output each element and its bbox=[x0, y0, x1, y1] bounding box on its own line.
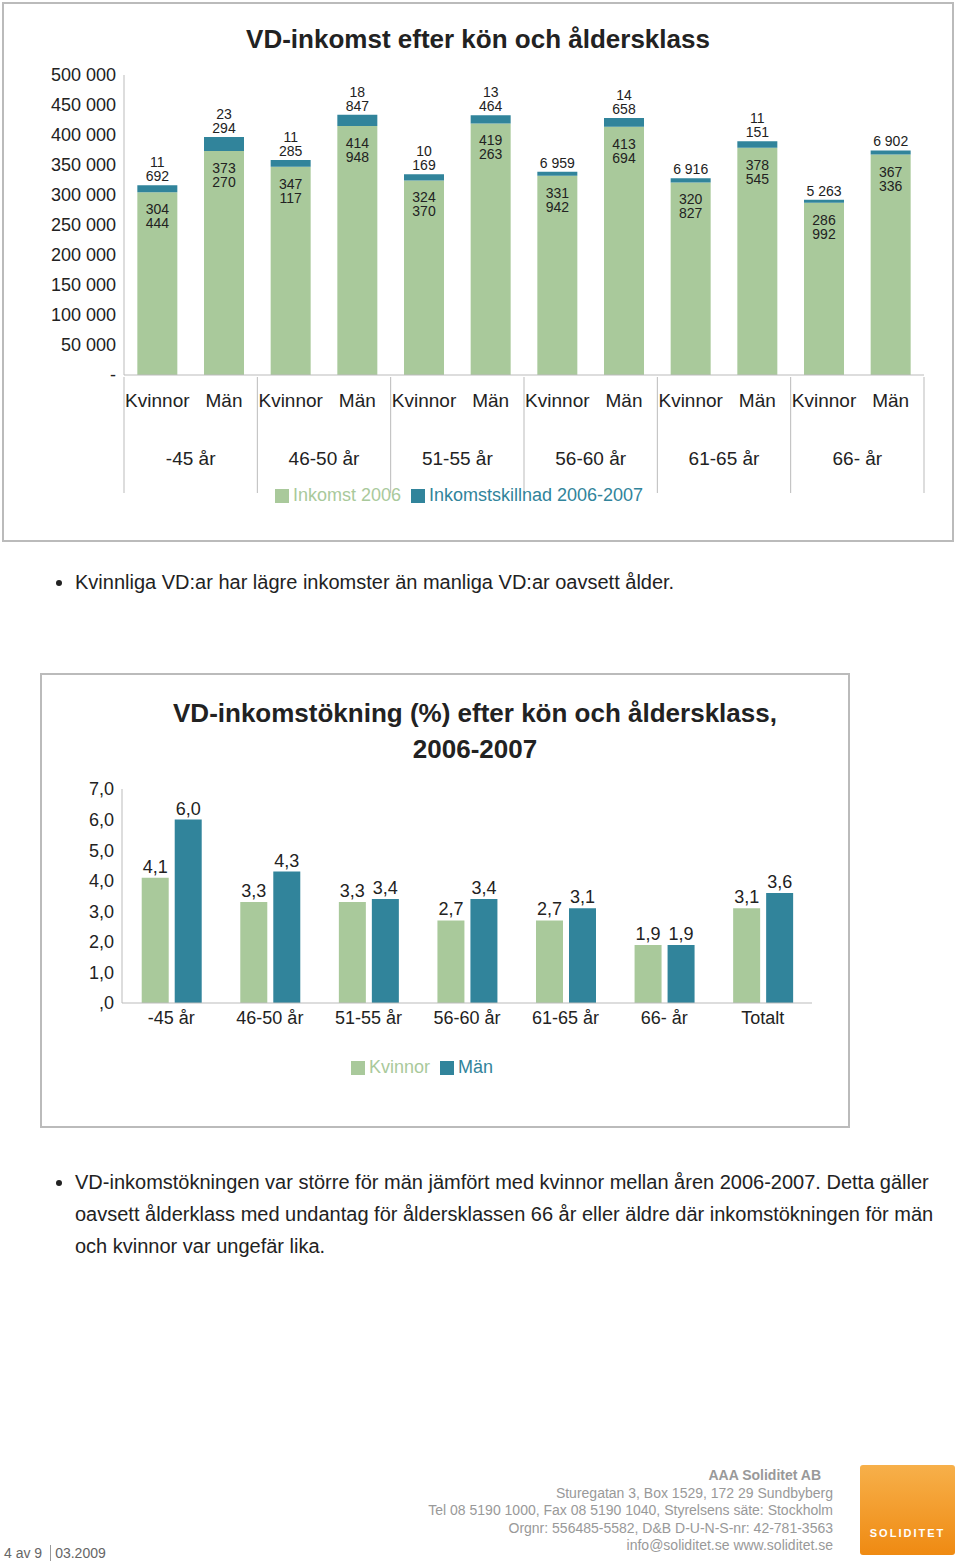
html-text:Inkomst 2006: Inkomst 2006 bbox=[292, 485, 401, 505]
svg-text:Män: Män bbox=[606, 390, 643, 411]
svg-text:Kvinnor: Kvinnor bbox=[258, 390, 323, 411]
svg-text:331942: 331942 bbox=[546, 185, 570, 215]
svg-text:3,6: 3,6 bbox=[767, 872, 792, 892]
svg-text:6 902: 6 902 bbox=[873, 133, 908, 149]
svg-text:413694: 413694 bbox=[612, 136, 636, 166]
svg-text:6 916: 6 916 bbox=[673, 161, 708, 177]
svg-text:Kvinnor: Kvinnor bbox=[392, 390, 457, 411]
html-text:Män: Män bbox=[458, 1057, 493, 1077]
svg-text:100 000: 100 000 bbox=[51, 305, 116, 325]
svg-text:3,4: 3,4 bbox=[471, 878, 496, 898]
svg-text:Kvinnor: Kvinnor bbox=[658, 390, 723, 411]
svg-text:56-60 år: 56-60 år bbox=[555, 448, 626, 469]
svg-text:1,9: 1,9 bbox=[669, 924, 694, 944]
svg-text:300 000: 300 000 bbox=[51, 185, 116, 205]
svg-text:414948: 414948 bbox=[346, 135, 370, 165]
svg-text:6 959: 6 959 bbox=[540, 155, 575, 171]
svg-text:Kvinnor: Kvinnor bbox=[125, 390, 190, 411]
html-text:Tel 08 5190 1000, Fax 08 5190: Tel 08 5190 1000, Fax 08 5190 1040, Styr… bbox=[428, 1502, 833, 1518]
html-text:SOLIDITET: SOLIDITET bbox=[869, 1527, 946, 1539]
svg-text:367336: 367336 bbox=[879, 164, 903, 194]
svg-text:500 000: 500 000 bbox=[51, 65, 116, 85]
svg-text:3,3: 3,3 bbox=[340, 881, 365, 901]
svg-text:5,0: 5,0 bbox=[89, 841, 114, 861]
svg-text:304444: 304444 bbox=[146, 201, 170, 231]
svg-text:5 263: 5 263 bbox=[806, 183, 841, 199]
svg-text:11692: 11692 bbox=[146, 154, 170, 184]
html-text:Orgnr: 556485-5582, D&B D-U-N-: Orgnr: 556485-5582, D&B D-U-N-S-nr: 42-7… bbox=[508, 1519, 833, 1536]
html-text:Sturegatan 3, Box 1529, 172 29: Sturegatan 3, Box 1529, 172 29 Sundbyber… bbox=[555, 1484, 833, 1501]
svg-text:1,9: 1,9 bbox=[636, 924, 661, 944]
svg-text:350 000: 350 000 bbox=[51, 155, 116, 175]
html-text:03.2009: 03.2009 bbox=[55, 1545, 106, 1561]
svg-text:200 000: 200 000 bbox=[51, 245, 116, 265]
svg-text:1,0: 1,0 bbox=[89, 963, 114, 983]
svg-text:10169: 10169 bbox=[412, 143, 436, 173]
svg-text:450 000: 450 000 bbox=[51, 95, 116, 115]
svg-text:Män: Män bbox=[472, 390, 509, 411]
html-text:VD-inkomst efter kön och ålder: VD-inkomst efter kön och åldersklass bbox=[246, 24, 710, 54]
html-text:Inkomstskillnad 2006-2007: Inkomstskillnad 2006-2007 bbox=[429, 485, 644, 505]
svg-text:2,0: 2,0 bbox=[89, 932, 114, 952]
svg-text:Män: Män bbox=[206, 390, 243, 411]
svg-text:3,4: 3,4 bbox=[373, 878, 398, 898]
svg-text:14658: 14658 bbox=[612, 87, 636, 117]
svg-text:,0: ,0 bbox=[99, 993, 114, 1013]
svg-text:11285: 11285 bbox=[279, 129, 303, 159]
svg-text:23294: 23294 bbox=[212, 106, 236, 136]
svg-text:51-55 år: 51-55 år bbox=[422, 448, 493, 469]
svg-text:150 000: 150 000 bbox=[51, 275, 116, 295]
html-text:Kvinnor: Kvinnor bbox=[369, 1057, 430, 1077]
svg-text:3,0: 3,0 bbox=[89, 902, 114, 922]
svg-text:Kvinnor: Kvinnor bbox=[525, 390, 590, 411]
svg-text:66- år: 66- år bbox=[833, 448, 883, 469]
svg-text:13464: 13464 bbox=[479, 84, 503, 114]
svg-text:373270: 373270 bbox=[212, 160, 236, 190]
svg-text:51-55 år: 51-55 år bbox=[335, 1008, 402, 1028]
svg-text:4,3: 4,3 bbox=[274, 851, 299, 871]
svg-text:6,0: 6,0 bbox=[176, 799, 201, 819]
svg-text:347117: 347117 bbox=[279, 176, 303, 206]
svg-text:7,0: 7,0 bbox=[89, 779, 114, 799]
svg-text:324370: 324370 bbox=[412, 189, 436, 219]
svg-text:419263: 419263 bbox=[479, 132, 503, 162]
svg-text:61-65 år: 61-65 år bbox=[689, 448, 760, 469]
svg-text:3,3: 3,3 bbox=[241, 881, 266, 901]
svg-text:-: - bbox=[110, 365, 116, 385]
svg-text:46-50 år: 46-50 år bbox=[236, 1008, 303, 1028]
svg-text:4,0: 4,0 bbox=[89, 871, 114, 891]
html-text:4 av 9: 4 av 9 bbox=[4, 1545, 43, 1561]
svg-text:3,1: 3,1 bbox=[734, 887, 759, 907]
svg-text:Kvinnor: Kvinnor bbox=[792, 390, 857, 411]
html-text:AAA Soliditet AB: AAA Soliditet AB bbox=[708, 1467, 821, 1483]
svg-text:-45 år: -45 år bbox=[148, 1008, 195, 1028]
svg-text:3,1: 3,1 bbox=[570, 887, 595, 907]
html-text:Kvinnliga VD:ar har lägre inko: Kvinnliga VD:ar har lägre inkomster än m… bbox=[75, 571, 675, 593]
svg-text:50 000: 50 000 bbox=[61, 335, 116, 355]
svg-text:Män: Män bbox=[339, 390, 376, 411]
svg-text:400 000: 400 000 bbox=[51, 125, 116, 145]
svg-text:2,7: 2,7 bbox=[537, 899, 562, 919]
svg-text:250 000: 250 000 bbox=[51, 215, 116, 235]
svg-text:6,0: 6,0 bbox=[89, 810, 114, 830]
svg-text:61-65 år: 61-65 år bbox=[532, 1008, 599, 1028]
svg-text:56-60 år: 56-60 år bbox=[433, 1008, 500, 1028]
svg-text:18847: 18847 bbox=[346, 84, 370, 114]
html-text:info@soliditet.se www.solidite: info@soliditet.se www.soliditet.se bbox=[626, 1537, 833, 1553]
svg-text:66- år: 66- år bbox=[641, 1008, 688, 1028]
svg-text:378545: 378545 bbox=[746, 157, 770, 187]
svg-text:4,1: 4,1 bbox=[143, 857, 168, 877]
svg-text:-45 år: -45 år bbox=[166, 448, 216, 469]
svg-text:46-50 år: 46-50 år bbox=[289, 448, 360, 469]
svg-text:Män: Män bbox=[739, 390, 776, 411]
html-text:VD-inkomstökning (%) efter kön: VD-inkomstökning (%) efter kön och ålder… bbox=[173, 698, 777, 764]
html-text:VD-inkomstökningen var större: VD-inkomstökningen var större för män jä… bbox=[75, 1171, 934, 1257]
svg-text:Män: Män bbox=[872, 390, 909, 411]
svg-text:11151: 11151 bbox=[746, 110, 770, 140]
svg-text:2,7: 2,7 bbox=[438, 899, 463, 919]
svg-text:286992: 286992 bbox=[812, 212, 836, 242]
svg-text:320827: 320827 bbox=[679, 191, 703, 221]
svg-text:Totalt: Totalt bbox=[741, 1008, 784, 1028]
